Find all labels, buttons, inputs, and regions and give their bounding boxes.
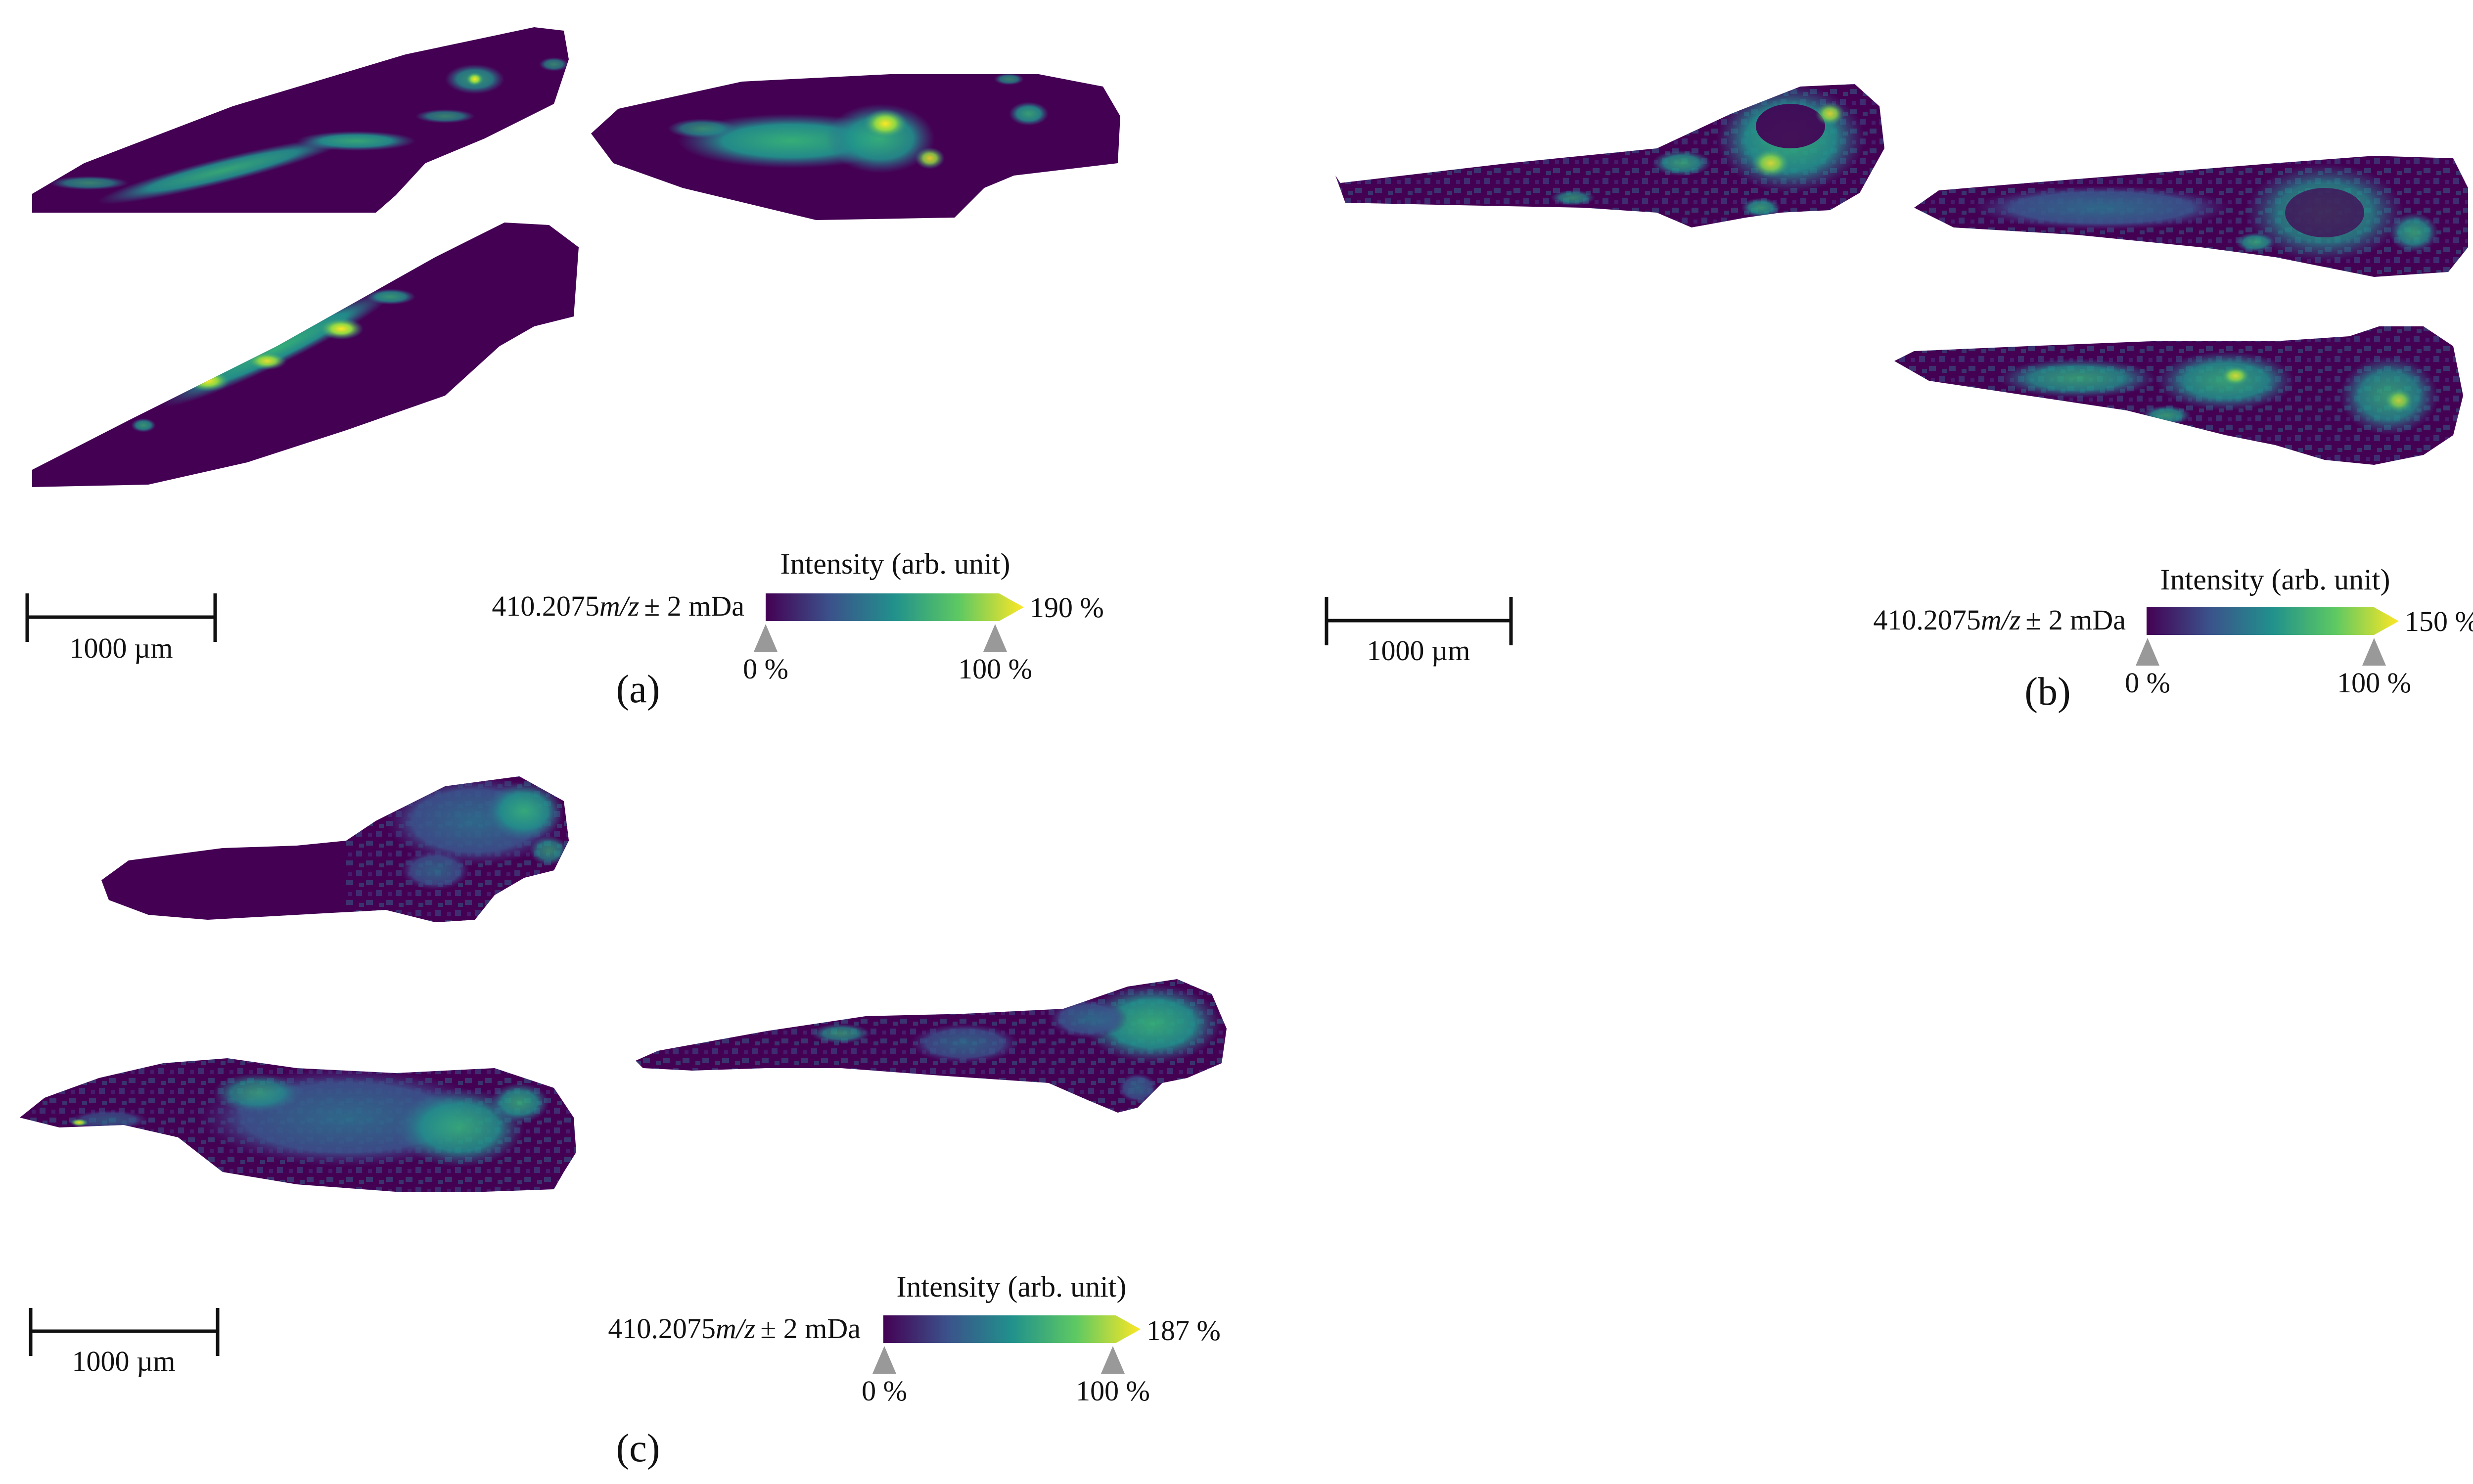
tissue-section-a3 (32, 223, 579, 487)
colorbar-ramp-b (2147, 607, 2399, 635)
mass-label-a: 410.2075m/z ± 2 mDa (492, 590, 744, 622)
mass-label-c: 410.2075m/z ± 2 mDa (608, 1312, 861, 1345)
colorbar-title-c: Intensity (arb. unit) (897, 1270, 1127, 1303)
tissue-section-a2 (591, 74, 1120, 220)
colorbar-max-a: 190 % (1030, 591, 1104, 624)
colorbar-mid-label-c: 100 % (1076, 1375, 1150, 1407)
scale-bar-b: 1000 µm (1325, 597, 1513, 667)
colorbar-a: Intensity (arb. unit) 410.2075m/z ± 2 mDa… (492, 547, 1103, 685)
colorbar-mid-label-a: 100 % (958, 653, 1032, 685)
panel-a: 1000 µm Intensity (arb. unit) 410.2075m/… (25, 27, 1120, 711)
scale-bar-a: 1000 µm (25, 593, 217, 664)
marker-min-c (872, 1346, 896, 1374)
tissue-section-c2 (20, 1058, 576, 1192)
mass-label-b: 410.2075m/z ± 2 mDa (1873, 604, 2126, 636)
scale-bar-label-a: 1000 µm (69, 632, 173, 664)
marker-100-c (1101, 1346, 1125, 1374)
panel-caption-b: (b) (2024, 670, 2070, 714)
tissue-section-b2 (1914, 156, 2468, 277)
colorbar-max-c: 187 % (1146, 1314, 1221, 1347)
tissue-section-c3 (636, 979, 1227, 1113)
scale-bar-c: 1000 µm (29, 1308, 220, 1377)
colorbar-mid-label-b: 100 % (2337, 667, 2411, 699)
marker-100-b (2362, 638, 2386, 666)
colorbar-title-a: Intensity (arb. unit) (780, 547, 1010, 580)
tissue-section-b3 (1894, 326, 2463, 465)
colorbar-ramp-c (883, 1315, 1141, 1343)
marker-100-a (983, 624, 1007, 652)
colorbar-min-label-a: 0 % (743, 653, 788, 685)
tissue-section-b1 (1335, 84, 1884, 227)
colorbar-b: Intensity (arb. unit) 410.2075m/z ± 2 mDa… (1873, 563, 2473, 699)
marker-min-b (2136, 638, 2159, 666)
marker-min-a (754, 624, 778, 652)
colorbar-ramp-a (766, 593, 1024, 621)
tissue-section-c1 (101, 776, 569, 922)
panel-b: 1000 µm Intensity (arb. unit) 410.2075m/… (1325, 84, 2473, 714)
panel-caption-a: (a) (616, 668, 660, 711)
colorbar-max-b: 150 % (2405, 605, 2473, 637)
colorbar-c: Intensity (arb. unit) 410.2075m/z ± 2 mDa… (608, 1270, 1220, 1407)
colorbar-min-label-c: 0 % (862, 1375, 907, 1407)
colorbar-title-b: Intensity (arb. unit) (2160, 563, 2390, 596)
tissue-section-a1 (32, 27, 569, 213)
scale-bar-label-b: 1000 µm (1367, 634, 1470, 667)
scale-bar-label-c: 1000 µm (72, 1345, 175, 1377)
panel-caption-c: (c) (616, 1427, 660, 1470)
panel-c: 1000 µm Intensity (arb. unit) 410.2075m/… (20, 776, 1227, 1470)
colorbar-min-label-b: 0 % (2125, 667, 2170, 699)
